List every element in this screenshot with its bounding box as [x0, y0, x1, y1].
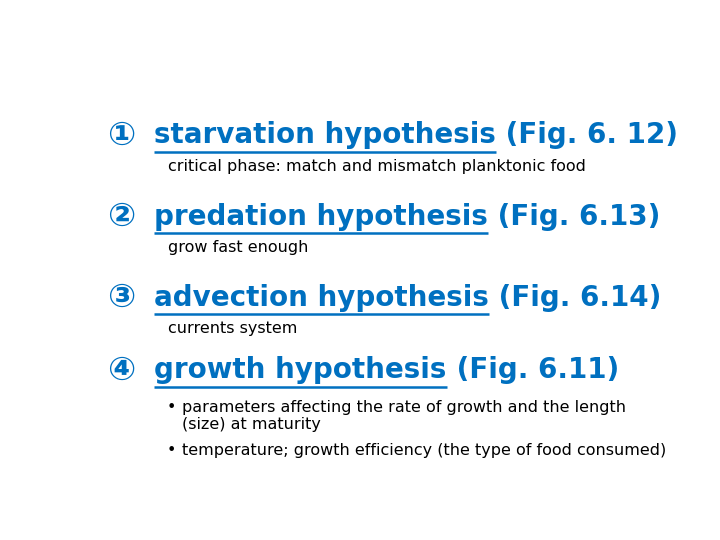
Text: starvation hypothesis: starvation hypothesis — [154, 122, 496, 150]
Text: critical phase: match and mismatch planktonic food: critical phase: match and mismatch plank… — [168, 159, 586, 174]
Text: ④: ④ — [107, 354, 135, 387]
Text: ②: ② — [107, 200, 135, 233]
Text: temperature; growth efficiency (the type of food consumed): temperature; growth efficiency (the type… — [182, 443, 666, 458]
Text: currents system: currents system — [168, 321, 297, 336]
Text: ③: ③ — [107, 281, 135, 314]
Text: parameters affecting the rate of growth and the length
(size) at maturity: parameters affecting the rate of growth … — [182, 400, 626, 432]
Text: ①: ① — [107, 119, 135, 152]
Text: growth hypothesis: growth hypothesis — [154, 356, 446, 384]
Text: (Fig. 6. 12): (Fig. 6. 12) — [496, 122, 678, 150]
Text: (Fig. 6.13): (Fig. 6.13) — [488, 202, 660, 231]
Text: (Fig. 6.14): (Fig. 6.14) — [489, 284, 662, 312]
Text: (Fig. 6.11): (Fig. 6.11) — [446, 356, 618, 384]
Text: advection hypothesis: advection hypothesis — [154, 284, 489, 312]
Text: •: • — [166, 443, 176, 458]
Text: •: • — [166, 400, 176, 415]
Text: predation hypothesis: predation hypothesis — [154, 202, 488, 231]
Text: grow fast enough: grow fast enough — [168, 240, 308, 255]
